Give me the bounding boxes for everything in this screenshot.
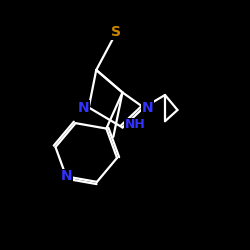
Text: N: N [78,100,90,114]
Text: NH: NH [124,118,146,132]
Text: N: N [60,170,72,183]
Text: N: N [142,100,153,114]
Text: S: S [111,26,121,40]
